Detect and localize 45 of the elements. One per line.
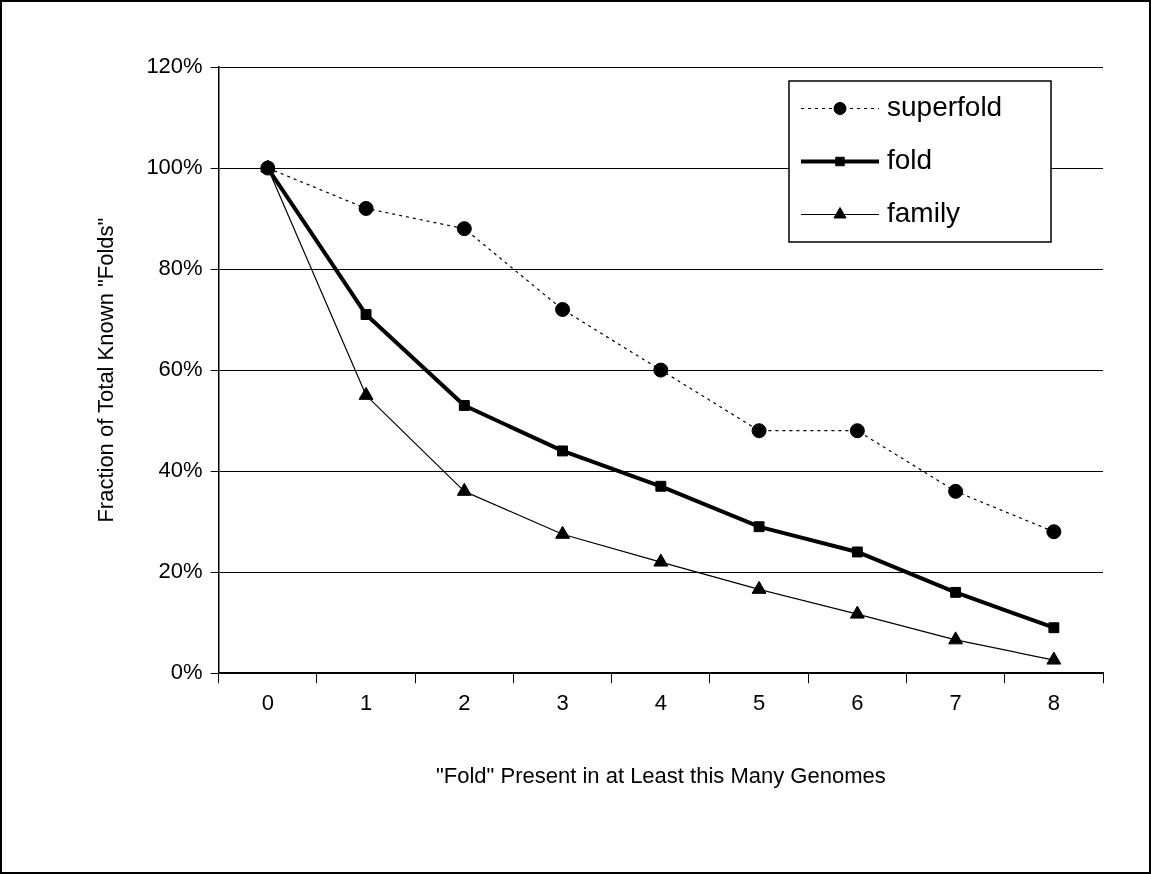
point xyxy=(948,483,964,499)
point xyxy=(653,362,669,378)
x-tick-label: 2 xyxy=(458,690,471,716)
point xyxy=(751,580,767,594)
point xyxy=(851,546,863,558)
x-tick-label: 1 xyxy=(359,690,373,716)
y-tick-label: 0% xyxy=(170,659,203,685)
point xyxy=(458,400,470,411)
x-axis-title: "Fold" Present in at Least this Many Genomes xyxy=(435,762,886,788)
point xyxy=(1046,524,1062,540)
y-axis-title: Fraction of Total Known "Folds" xyxy=(93,217,119,523)
x-tick-label: 8 xyxy=(1047,690,1060,716)
point xyxy=(653,553,669,567)
y-tick-label: 20% xyxy=(158,558,203,584)
point xyxy=(751,423,767,439)
x-tick-label: 4 xyxy=(654,690,667,716)
point xyxy=(557,445,569,457)
legend-label: family xyxy=(887,197,961,229)
legend-label: superfold xyxy=(887,91,1003,123)
y-tick-label: 40% xyxy=(158,457,203,483)
point xyxy=(1048,622,1060,634)
y-tick-label: 120% xyxy=(146,53,203,79)
point xyxy=(456,221,472,237)
x-tick-label: 5 xyxy=(752,690,766,716)
point xyxy=(555,301,571,317)
legend-label: fold xyxy=(887,144,933,176)
point xyxy=(555,525,570,539)
point xyxy=(849,605,865,619)
point xyxy=(456,482,472,496)
y-tick-label: 80% xyxy=(158,255,203,281)
point xyxy=(950,586,962,598)
x-tick-label: 6 xyxy=(851,690,864,716)
point xyxy=(358,200,374,216)
y-tick-label: 60% xyxy=(158,356,203,382)
x-tick-label: 7 xyxy=(949,690,962,716)
point xyxy=(655,480,667,492)
x-tick-label: 3 xyxy=(556,690,569,716)
point xyxy=(358,386,374,400)
point xyxy=(360,309,372,320)
y-tick-label: 100% xyxy=(146,154,203,180)
point xyxy=(849,423,865,439)
x-tick-label: 0 xyxy=(261,690,274,716)
point xyxy=(948,631,964,645)
point xyxy=(753,521,765,533)
point xyxy=(1046,651,1062,665)
